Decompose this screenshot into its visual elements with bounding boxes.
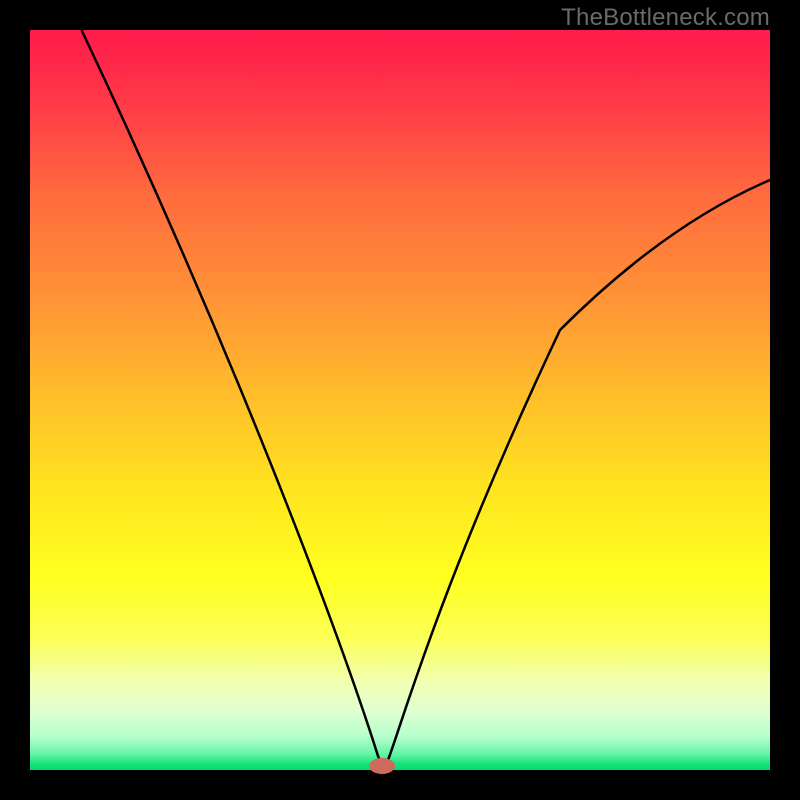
watermark-text: TheBottleneck.com	[561, 4, 770, 32]
vertex-marker	[369, 758, 395, 774]
curve-path	[82, 31, 770, 770]
bottleneck-curve	[30, 30, 770, 770]
chart-container: TheBottleneck.com	[0, 0, 800, 800]
